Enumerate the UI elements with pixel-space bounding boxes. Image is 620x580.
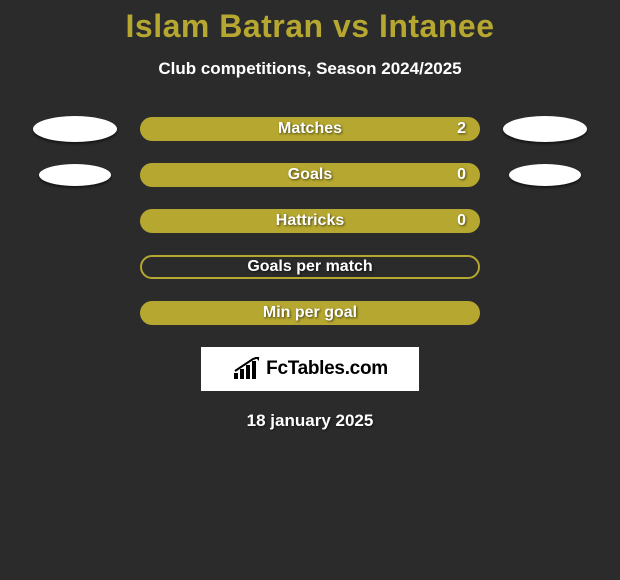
stat-label: Min per goal bbox=[263, 304, 357, 322]
right-indicator bbox=[500, 301, 590, 325]
stat-row: Min per goal bbox=[0, 301, 620, 325]
stat-bar: Matches 2 bbox=[140, 117, 480, 141]
left-indicator bbox=[30, 117, 120, 141]
subtitle: Club competitions, Season 2024/2025 bbox=[0, 59, 620, 79]
fctables-logo-icon bbox=[232, 357, 262, 381]
date-label: 18 january 2025 bbox=[0, 411, 620, 431]
right-indicator bbox=[500, 209, 590, 233]
stat-bar: Goals per match bbox=[140, 255, 480, 279]
stat-bar: Hattricks 0 bbox=[140, 209, 480, 233]
stat-row: Hattricks 0 bbox=[0, 209, 620, 233]
stat-value: 2 bbox=[457, 120, 466, 138]
stat-label: Goals bbox=[288, 166, 332, 184]
left-indicator bbox=[30, 255, 120, 279]
logo-box: FcTables.com bbox=[201, 347, 419, 391]
stat-label: Matches bbox=[278, 120, 342, 138]
ellipse-icon bbox=[509, 164, 581, 186]
logo-text: FcTables.com bbox=[266, 358, 388, 380]
right-indicator bbox=[500, 255, 590, 279]
left-indicator bbox=[30, 301, 120, 325]
stat-value: 0 bbox=[457, 212, 466, 230]
stat-rows: Matches 2 Goals 0 Hattricks 0 Goals per match M… bbox=[0, 117, 620, 325]
stat-bar: Goals 0 bbox=[140, 163, 480, 187]
right-indicator bbox=[500, 117, 590, 141]
stat-row: Goals 0 bbox=[0, 163, 620, 187]
ellipse-icon bbox=[39, 164, 111, 186]
stat-bar: Min per goal bbox=[140, 301, 480, 325]
stat-label: Goals per match bbox=[247, 258, 372, 276]
left-indicator bbox=[30, 163, 120, 187]
stat-value: 0 bbox=[457, 166, 466, 184]
comparison-card: Islam Batran vs Intanee Club competition… bbox=[0, 0, 620, 580]
right-indicator bbox=[500, 163, 590, 187]
page-title: Islam Batran vs Intanee bbox=[0, 0, 620, 45]
stat-label: Hattricks bbox=[276, 212, 344, 230]
left-indicator bbox=[30, 209, 120, 233]
ellipse-icon bbox=[33, 116, 117, 142]
stat-row: Matches 2 bbox=[0, 117, 620, 141]
ellipse-icon bbox=[503, 116, 587, 142]
stat-row: Goals per match bbox=[0, 255, 620, 279]
